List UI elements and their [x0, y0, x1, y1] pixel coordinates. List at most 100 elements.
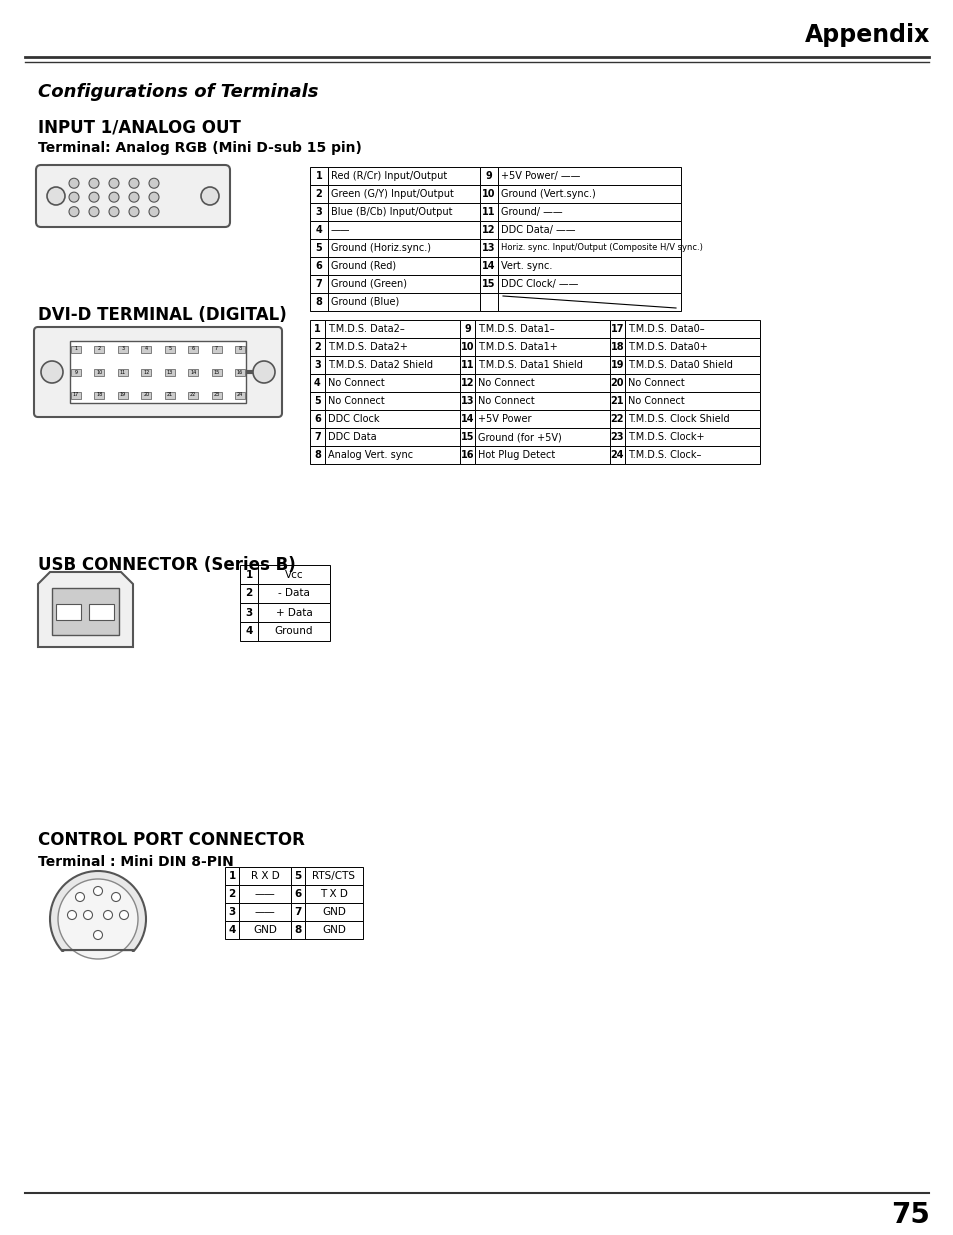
Text: Vert. sync.: Vert. sync. [500, 261, 552, 270]
Bar [310, 275, 328, 293]
Bar [234, 346, 245, 352]
Bar [475, 410, 609, 429]
Bar [497, 240, 680, 257]
Bar [609, 410, 624, 429]
Bar [188, 391, 198, 399]
Text: 4: 4 [145, 347, 148, 352]
Bar [609, 374, 624, 391]
Bar [497, 167, 680, 185]
Bar [624, 356, 760, 374]
Text: 11: 11 [120, 369, 126, 374]
Text: Green (G/Y) Input/Output: Green (G/Y) Input/Output [331, 189, 454, 199]
Circle shape [103, 910, 112, 920]
Text: Red (R/Cr) Input/Output: Red (R/Cr) Input/Output [331, 170, 447, 182]
Bar [310, 203, 328, 221]
Text: 17: 17 [72, 393, 79, 398]
Bar [240, 603, 257, 622]
Circle shape [89, 206, 99, 216]
Text: 24: 24 [610, 450, 623, 459]
Bar [479, 293, 497, 311]
Text: 8: 8 [314, 450, 320, 459]
Bar [305, 867, 363, 885]
Circle shape [149, 178, 159, 188]
Text: 23: 23 [610, 432, 623, 442]
Bar [257, 584, 330, 603]
Circle shape [129, 193, 139, 203]
Text: 11: 11 [460, 359, 474, 370]
Text: 8: 8 [294, 925, 301, 935]
Bar [71, 346, 81, 352]
Text: 4: 4 [314, 378, 320, 388]
Bar [291, 921, 305, 939]
Bar [479, 185, 497, 203]
Text: T.M.D.S. Clock–: T.M.D.S. Clock– [627, 450, 700, 459]
Text: 18: 18 [610, 342, 623, 352]
Bar [212, 346, 221, 352]
Bar [234, 391, 245, 399]
Bar [310, 410, 325, 429]
Text: DVI-D TERMINAL (DIGITAL): DVI-D TERMINAL (DIGITAL) [38, 306, 287, 324]
Text: Hot Plug Detect: Hot Plug Detect [477, 450, 555, 459]
Circle shape [69, 178, 79, 188]
Text: INPUT 1/ANALOG OUT: INPUT 1/ANALOG OUT [38, 119, 240, 136]
Text: +5V Power/ ——: +5V Power/ —— [500, 170, 579, 182]
Bar [475, 338, 609, 356]
Text: Ground (Green): Ground (Green) [331, 279, 407, 289]
Bar [240, 584, 257, 603]
Text: No Connect: No Connect [477, 396, 535, 406]
Text: T.M.D.S. Data1+: T.M.D.S. Data1+ [477, 342, 558, 352]
Text: DDC Data: DDC Data [328, 432, 376, 442]
Text: 15: 15 [482, 279, 496, 289]
Text: T.M.D.S. Clock+: T.M.D.S. Clock+ [627, 432, 703, 442]
Circle shape [149, 206, 159, 216]
Bar [291, 867, 305, 885]
Bar [310, 257, 328, 275]
Text: 10: 10 [482, 189, 496, 199]
Bar [239, 867, 291, 885]
Text: 14: 14 [460, 414, 474, 424]
Text: GND: GND [322, 925, 346, 935]
Text: 5: 5 [314, 396, 320, 406]
Bar [624, 338, 760, 356]
Circle shape [119, 910, 129, 920]
Circle shape [129, 206, 139, 216]
Bar [71, 368, 81, 375]
Text: ——: —— [254, 889, 275, 899]
Circle shape [93, 887, 102, 895]
Bar [310, 167, 328, 185]
Bar [328, 293, 479, 311]
Text: 14: 14 [482, 261, 496, 270]
Text: 12: 12 [482, 225, 496, 235]
Bar [240, 564, 257, 584]
Text: 22: 22 [190, 393, 196, 398]
Text: Ground (Horiz.sync.): Ground (Horiz.sync.) [331, 243, 431, 253]
Bar [497, 275, 680, 293]
Text: 15: 15 [213, 369, 219, 374]
Bar [624, 410, 760, 429]
Bar [89, 604, 113, 620]
Bar [325, 446, 459, 464]
Bar [225, 867, 239, 885]
Text: 3: 3 [314, 359, 320, 370]
Text: 8: 8 [315, 296, 322, 308]
Bar [94, 391, 104, 399]
Text: 19: 19 [610, 359, 623, 370]
Text: 9: 9 [485, 170, 492, 182]
Circle shape [89, 178, 99, 188]
Bar [70, 341, 246, 403]
Bar [310, 429, 325, 446]
Circle shape [89, 193, 99, 203]
Bar [459, 410, 475, 429]
Text: 19: 19 [120, 393, 126, 398]
Bar [310, 240, 328, 257]
Text: 9: 9 [74, 369, 77, 374]
Bar [328, 221, 479, 240]
Bar [94, 346, 104, 352]
Bar [310, 374, 325, 391]
Text: ——: —— [331, 225, 350, 235]
Text: Ground: Ground [274, 626, 313, 636]
Circle shape [109, 193, 119, 203]
Text: No Connect: No Connect [627, 378, 684, 388]
Bar [234, 368, 245, 375]
Bar [310, 391, 325, 410]
